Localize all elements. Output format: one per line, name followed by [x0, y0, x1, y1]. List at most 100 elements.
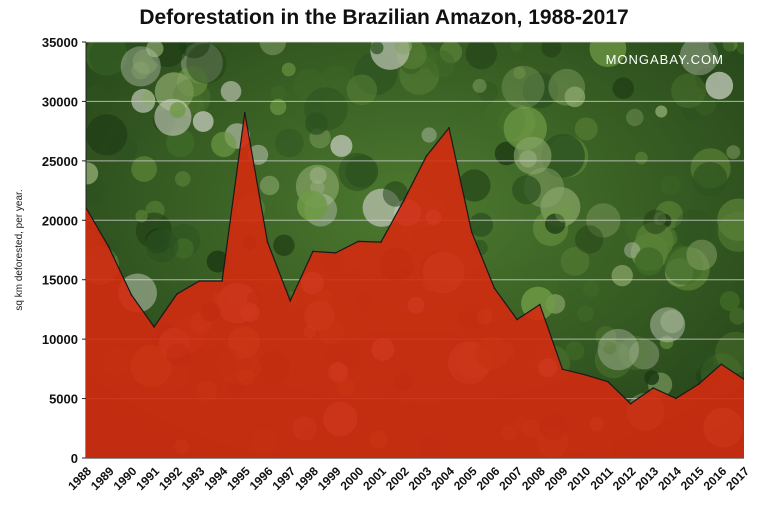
tree-canopy [624, 242, 641, 259]
tree-canopy [86, 114, 128, 156]
data-point-2013 [652, 387, 654, 389]
x-tick-label: 2007 [496, 464, 525, 493]
tree-canopy [554, 203, 575, 223]
tree-canopy [644, 370, 660, 385]
x-tick-label: 1992 [156, 464, 185, 493]
x-tick-label: 2009 [542, 464, 571, 493]
x-tick-label: 2016 [701, 464, 730, 493]
tree-canopy [477, 81, 499, 102]
tree-canopy [626, 108, 644, 127]
tree-canopy [513, 66, 526, 79]
x-tick-label: 2000 [338, 464, 367, 493]
x-axis-ticks: 1988198919901991199219931994199519961997… [65, 464, 752, 493]
tree-canopy [345, 154, 379, 188]
tree-canopy [643, 209, 668, 235]
tree-canopy [671, 73, 706, 109]
tree-canopy [330, 134, 353, 157]
tree-canopy [686, 239, 718, 271]
tree-canopy [577, 305, 594, 322]
data-point-1996 [266, 241, 269, 243]
data-point-2007 [516, 318, 518, 321]
data-point-2009 [561, 368, 564, 371]
tree-canopy [458, 169, 491, 202]
tree-canopy [259, 42, 286, 56]
x-tick-label: 1997 [269, 464, 298, 493]
data-point-2011 [607, 380, 609, 383]
tree-canopy [141, 91, 154, 104]
tree-canopy [682, 102, 701, 121]
tree-canopy [513, 136, 552, 175]
tree-canopy [560, 247, 590, 276]
data-point-1995 [244, 111, 246, 114]
tree-canopy [169, 102, 186, 118]
tree-canopy [548, 68, 586, 106]
tree-canopy [270, 85, 287, 102]
tree-canopy [510, 42, 523, 52]
x-tick-label: 1991 [133, 464, 162, 493]
data-point-1999 [334, 252, 337, 254]
x-tick-label: 1990 [111, 464, 140, 493]
data-point-1993 [198, 280, 201, 282]
data-point-2010 [584, 374, 586, 376]
y-tick-label: 5000 [49, 392, 78, 407]
tree-canopy [131, 156, 158, 182]
tree-canopy [634, 247, 664, 276]
x-tick-label: 2012 [610, 464, 639, 493]
y-axis-ticks: 0 5000 10000 15000 20000 25000 30000 35000 [42, 35, 86, 466]
x-tick-label: 1989 [88, 464, 117, 493]
tree-canopy [269, 98, 287, 116]
tree-canopy [660, 175, 681, 196]
y-tick-label: 20000 [42, 213, 78, 228]
y-tick-label: 0 [71, 451, 78, 466]
tree-canopy [494, 141, 519, 166]
tree-canopy [629, 339, 660, 370]
data-point-2003 [425, 155, 428, 157]
tree-canopy [273, 234, 295, 256]
x-tick-label: 2013 [633, 464, 662, 493]
x-tick-label: 1988 [65, 464, 94, 493]
data-point-1989 [107, 246, 110, 248]
tree-canopy [453, 112, 468, 126]
tree-canopy [421, 127, 437, 143]
data-point-2008 [539, 303, 541, 306]
tree-canopy [564, 86, 586, 108]
tree-canopy [89, 42, 133, 79]
tree-canopy [469, 212, 494, 237]
data-point-1992 [176, 293, 178, 295]
tree-canopy [565, 341, 585, 361]
y-tick-label: 10000 [42, 332, 78, 347]
tree-canopy [719, 291, 740, 311]
x-tick-label: 2001 [360, 464, 389, 493]
tree-canopy [321, 65, 351, 94]
tree-canopy [715, 331, 744, 373]
x-tick-label: 2017 [723, 464, 752, 493]
tree-canopy [541, 134, 585, 178]
data-point-1997 [289, 300, 292, 302]
tree-canopy [575, 225, 604, 254]
tree-canopy [545, 213, 566, 234]
tree-canopy [679, 42, 719, 76]
data-point-1988 [86, 207, 87, 209]
tree-canopy [618, 335, 653, 370]
tree-canopy [692, 161, 728, 197]
tree-canopy [522, 72, 559, 109]
tree-canopy [501, 65, 545, 109]
tree-canopy [582, 280, 600, 297]
tree-canopy [574, 117, 598, 141]
tree-canopy [612, 77, 635, 99]
tree-canopy [675, 368, 690, 383]
tree-canopy [259, 175, 280, 196]
tree-canopy [428, 50, 455, 78]
data-point-2017 [743, 378, 744, 381]
x-tick-label: 2010 [564, 464, 593, 493]
tree-canopy [541, 42, 562, 58]
tree-canopy [206, 250, 229, 273]
y-tick-label: 15000 [42, 273, 78, 288]
y-tick-label: 25000 [42, 154, 78, 169]
x-tick-label: 2014 [655, 464, 684, 493]
data-point-2015 [697, 383, 700, 386]
tree-canopy [472, 78, 487, 93]
x-tick-label: 2006 [474, 464, 503, 493]
deforestation-area-series [86, 111, 744, 458]
